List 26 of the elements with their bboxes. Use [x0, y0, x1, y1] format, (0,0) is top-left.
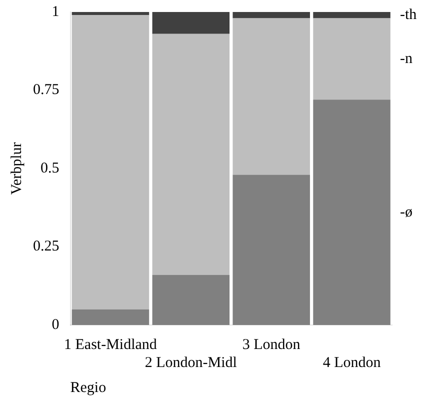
bar	[72, 12, 150, 16]
bar	[232, 18, 310, 175]
series-label: -n	[400, 50, 413, 67]
bar	[152, 12, 230, 34]
bar	[152, 274, 230, 325]
y-tick-label: 0	[52, 316, 60, 333]
bar	[313, 18, 390, 100]
bar	[152, 34, 230, 275]
x-axis-title: Regio	[70, 380, 106, 396]
bar	[232, 174, 310, 325]
series-label: -ø	[400, 204, 412, 220]
y-axis-title: Verbplur	[8, 142, 25, 195]
y-tick-label: 0.75	[33, 82, 60, 98]
bar	[313, 12, 390, 18]
bar	[72, 15, 150, 310]
x-tick-label: 3 London	[242, 336, 301, 353]
bar	[232, 12, 310, 18]
y-tick-label: 0.5	[40, 160, 60, 176]
x-tick-label: 2 London-Midl	[144, 354, 237, 371]
series-label: -th	[400, 7, 418, 24]
y-tick-label: 0.25	[33, 238, 60, 255]
bar	[313, 100, 390, 325]
y-tick-label: 1	[52, 4, 60, 20]
x-tick-label: 1 East-Midland	[64, 336, 158, 353]
x-tick-label: 4 London	[322, 354, 382, 371]
bar	[72, 309, 150, 325]
